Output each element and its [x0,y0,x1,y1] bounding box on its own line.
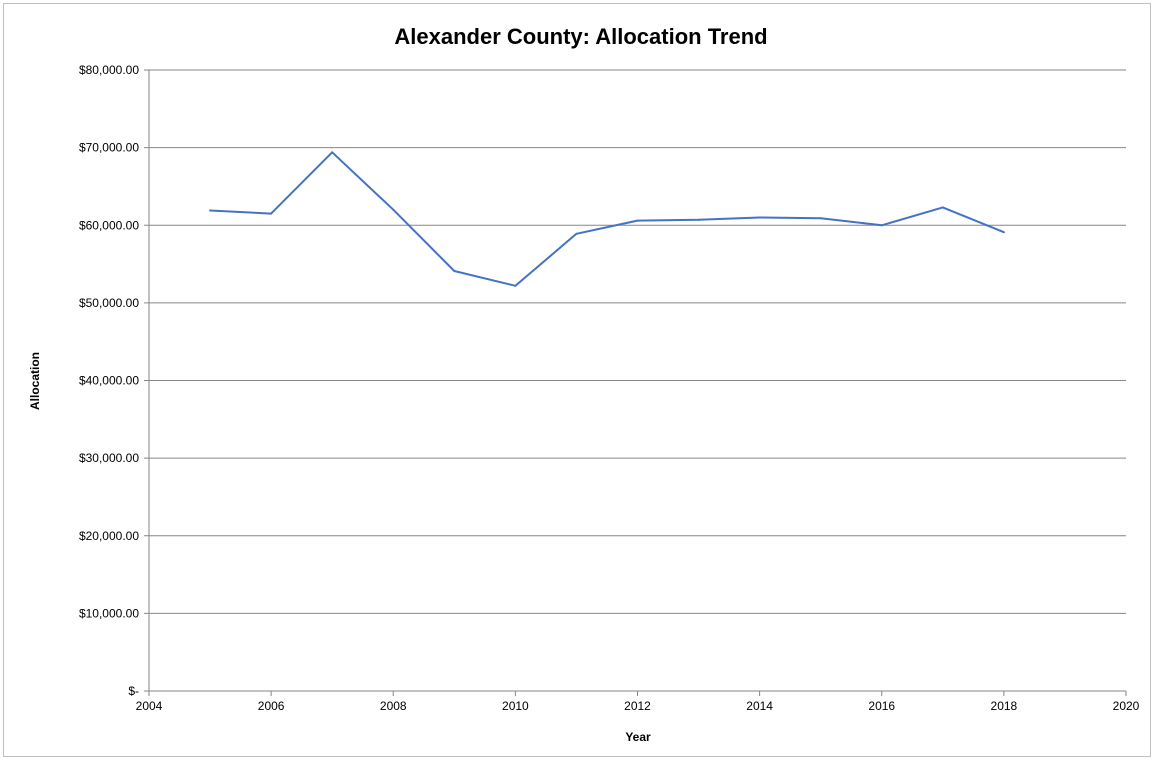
data-point [270,212,273,215]
data-point [575,232,578,235]
data-point [453,270,456,273]
series-group [209,151,1005,287]
x-tick-label: 2014 [746,699,773,713]
data-point [697,218,700,221]
data-point [514,284,517,287]
series-line [210,151,1005,287]
x-tick-label: 2008 [380,699,407,713]
x-tick-label: 2006 [258,699,285,713]
data-point [941,206,944,209]
x-tick-label: 2016 [868,699,895,713]
y-tick-labels: $- $10,000.00 $20,000.00 $30,000.00 $40,000.… [79,63,139,698]
x-tick-label: 2018 [991,699,1018,713]
y-tick-label: $40,000.00 [79,374,139,388]
data-point [819,217,822,220]
x-tick-labels: 2004 2006 2008 2010 2012 2014 2016 2018 2020 [136,699,1140,713]
y-tick-label: $20,000.00 [79,529,139,543]
x-axis-label: Year [625,730,651,744]
gridlines [144,69,1127,696]
chart-title: Alexander County: Allocation Trend [394,24,767,49]
y-tick-label: $70,000.00 [79,141,139,155]
data-point [758,216,761,219]
data-point [1002,231,1005,234]
axes [148,70,1126,692]
y-tick-label: $30,000.00 [79,451,139,465]
data-point [331,151,334,154]
data-point [392,208,395,211]
y-axis-label: Allocation [28,352,42,410]
x-tick-label: 2012 [624,699,651,713]
data-point [636,219,639,222]
y-tick-label: $- [128,684,139,698]
y-tick-label: $60,000.00 [79,218,139,232]
data-point [880,224,883,227]
y-tick-label: $10,000.00 [79,606,139,620]
x-tick-label: 2010 [502,699,529,713]
y-tick-label: $50,000.00 [79,296,139,310]
data-point [209,209,212,212]
x-tick-label: 2020 [1113,699,1140,713]
y-tick-label: $80,000.00 [79,63,139,77]
x-tick-label: 2004 [136,699,163,713]
